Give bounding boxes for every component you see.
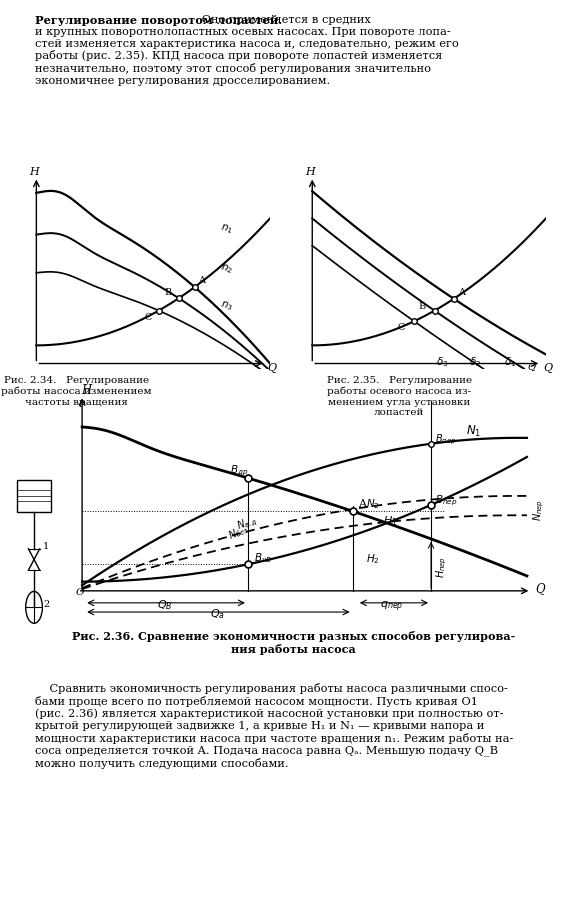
- Text: $\delta_3$: $\delta_3$: [436, 355, 448, 369]
- Text: $B_{пер}$: $B_{пер}$: [436, 433, 457, 446]
- Text: $\delta_2$: $\delta_2$: [469, 355, 481, 369]
- Text: Рис. 2.35.   Регулирование
работы осевого насоса из-
менением угла установки
лоп: Рис. 2.35. Регулирование работы осевого …: [326, 376, 472, 417]
- Text: Регулирование поворотом лопастей.: Регулирование поворотом лопастей.: [35, 15, 282, 26]
- Text: $N_1$: $N_1$: [466, 424, 481, 438]
- Text: $H_{пер}$: $H_{пер}$: [434, 557, 449, 578]
- Text: C: C: [398, 323, 405, 333]
- Text: $N_2$: $N_2$: [366, 497, 379, 511]
- Text: Сравнить экономичность регулирования работы насоса различными спосо-
бами проще : Сравнить экономичность регулирования раб…: [35, 683, 514, 769]
- Text: Оно применяется в средних
и крупных поворотнолопастных осевых насосах. При повор: Оно применяется в средних и крупных пово…: [35, 15, 459, 86]
- Text: Q: Q: [544, 363, 553, 373]
- Text: $H_2$: $H_2$: [366, 552, 379, 567]
- Text: 1: 1: [42, 542, 49, 551]
- Text: 2: 2: [43, 600, 50, 609]
- Text: $q_{пер}$: $q_{пер}$: [380, 599, 403, 614]
- Text: $n_3$: $n_3$: [218, 298, 234, 312]
- Text: $Q_a$: $Q_a$: [210, 608, 225, 621]
- Text: B: B: [165, 289, 172, 298]
- Text: H: H: [82, 384, 92, 396]
- Text: Рис. 2.36. Сравнение экономичности разных способов регулирова-
ния работы насоса: Рис. 2.36. Сравнение экономичности разны…: [72, 631, 515, 655]
- Text: $N_{в.д}$: $N_{в.д}$: [235, 514, 259, 534]
- Text: Q: Q: [527, 362, 535, 371]
- Text: $N_{пер}$: $N_{пер}$: [531, 499, 546, 521]
- Text: $B_{др}$: $B_{др}$: [230, 464, 248, 478]
- Text: $n_2$: $n_2$: [218, 262, 234, 277]
- Text: A: A: [458, 288, 465, 297]
- Text: $B_{чВ}$: $B_{чВ}$: [254, 551, 272, 566]
- Text: $Q_B$: $Q_B$: [157, 599, 173, 612]
- Text: H: H: [305, 167, 315, 177]
- Text: $n_1$: $n_1$: [218, 222, 234, 237]
- Text: $N_{без}$: $N_{без}$: [226, 522, 251, 543]
- Text: B: B: [418, 302, 426, 311]
- Text: Рис. 2.34.   Регулирование
работы насоса изменением
частоты вращения: Рис. 2.34. Регулирование работы насоса и…: [1, 376, 151, 406]
- Text: $\delta_1$: $\delta_1$: [504, 355, 516, 369]
- Text: H: H: [29, 167, 39, 177]
- Bar: [18, 480, 51, 512]
- Text: O: O: [76, 588, 84, 597]
- Text: Q: Q: [536, 582, 545, 596]
- Text: $H_1$: $H_1$: [383, 514, 397, 527]
- Text: C: C: [144, 312, 152, 322]
- Text: $B_{пер}$: $B_{пер}$: [436, 494, 458, 508]
- Text: A: A: [198, 276, 205, 285]
- Text: Q: Q: [268, 363, 277, 373]
- Text: A: A: [357, 499, 366, 509]
